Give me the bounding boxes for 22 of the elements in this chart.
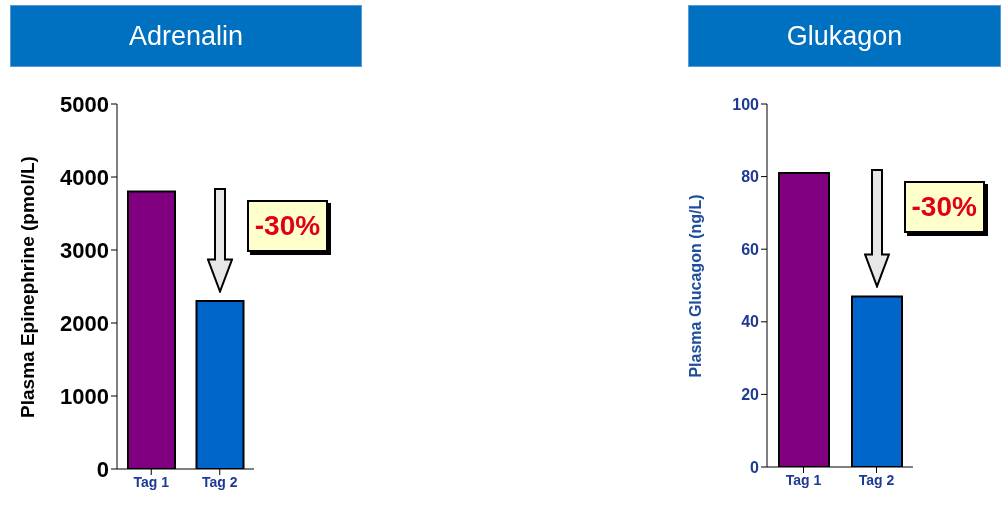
x-tick-label: Tag 1 — [785, 471, 822, 488]
y-tick-label: 100 — [732, 95, 760, 113]
y-tick-label: 80 — [741, 168, 760, 186]
y-tick-label: 0 — [96, 456, 109, 482]
x-tick-label: Tag 2 — [858, 471, 895, 488]
y-tick-label: 2000 — [60, 310, 109, 336]
y-axis-title: Plasma Epinephrine (pmol/L) — [17, 155, 39, 418]
text: -30% — [246, 199, 329, 252]
chart-title: Adrenalin — [10, 5, 362, 67]
y-tick-label: 5000 — [60, 91, 109, 117]
chart-title: Glukagon — [688, 5, 1001, 67]
x-tick-label: Tag 2 — [201, 473, 238, 490]
annotation: -30% — [903, 180, 985, 233]
y-axis-title: Plasma Glucagon (ng/L) — [687, 193, 705, 378]
y-tick-label: 3000 — [60, 237, 109, 263]
x-tick-label: Tag 1 — [133, 473, 170, 490]
y-tick-label: 1000 — [60, 383, 109, 409]
y-tick-label: 20 — [741, 386, 760, 404]
y-tick-label: 4000 — [60, 164, 109, 190]
y-tick-label: 60 — [741, 240, 760, 258]
y-tick-label: 0 — [750, 458, 760, 476]
y-tick-label: 40 — [741, 313, 760, 331]
